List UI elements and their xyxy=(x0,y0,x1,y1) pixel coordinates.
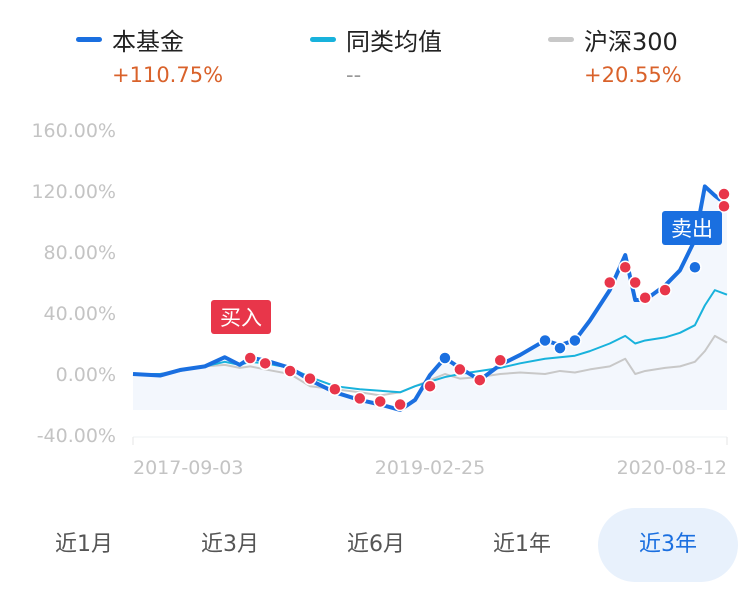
buy-marker xyxy=(658,283,672,297)
buy-marker xyxy=(423,379,437,393)
sell-marker xyxy=(438,351,452,365)
legend-swatch xyxy=(310,37,336,42)
annotation-label-box xyxy=(662,211,722,245)
buy-marker xyxy=(258,356,272,371)
annotation-label: 买入 xyxy=(220,306,262,330)
series-line-csi300 xyxy=(133,334,728,397)
legend-label: 沪深300 xyxy=(584,28,678,56)
legend-label: 本基金 xyxy=(112,28,184,56)
buy-marker xyxy=(717,199,731,213)
sell-marker xyxy=(538,333,552,348)
sell-marker xyxy=(688,260,702,274)
buy-marker xyxy=(243,351,258,365)
tab-1-month[interactable]: 近1月 xyxy=(55,532,113,557)
buy-marker xyxy=(618,260,632,274)
legend-csi300[interactable]: 沪深300 +20.55% xyxy=(548,22,682,87)
tab-6-months[interactable]: 近6月 xyxy=(347,532,405,557)
y-tick-label: 0.00% xyxy=(56,364,116,386)
y-tick-label: -40.00% xyxy=(37,425,116,447)
annotation-label: 卖出 xyxy=(671,217,713,241)
legend-swatch xyxy=(76,37,102,42)
buy-marker xyxy=(628,275,642,290)
sell-marker xyxy=(553,341,567,355)
buy-marker xyxy=(353,391,367,406)
buy-marker xyxy=(303,371,317,386)
y-tick-label: 80.00% xyxy=(44,242,116,264)
tab-3-months[interactable]: 近3月 xyxy=(201,532,259,557)
tab-3-years[interactable]: 近3年 xyxy=(598,508,738,582)
x-tick-label: 2020-08-12 xyxy=(617,457,727,479)
buy-marker xyxy=(453,362,467,377)
legend-fund[interactable]: 本基金 +110.75% xyxy=(76,22,223,87)
buy-marker xyxy=(638,291,652,305)
buy-marker xyxy=(328,382,342,396)
legend-label: 同类均值 xyxy=(346,28,442,56)
period-tabs: 近1月 近3月 近6月 近1年 近3年 xyxy=(0,508,753,582)
tab-1-year[interactable]: 近1年 xyxy=(493,532,551,557)
x-tick-label: 2017-09-03 xyxy=(133,457,243,479)
legend-value: +20.55% xyxy=(584,63,682,87)
annotation-label-box xyxy=(211,300,271,334)
buy-marker xyxy=(393,397,407,412)
y-tick-label: 40.00% xyxy=(44,303,116,325)
y-tick-label: 120.00% xyxy=(31,181,116,203)
buy-marker xyxy=(717,187,731,201)
legend-value: +110.75% xyxy=(112,63,224,87)
legend-peer-average[interactable]: 同类均值 -- xyxy=(310,22,442,87)
legend-swatch xyxy=(548,37,574,42)
buy-marker xyxy=(493,353,507,368)
legend-value: -- xyxy=(346,63,362,87)
buy-marker xyxy=(373,394,387,409)
buy-marker xyxy=(283,364,297,378)
y-tick-label: 160.00% xyxy=(31,120,116,142)
buy-marker xyxy=(473,373,487,387)
buy-marker xyxy=(602,275,617,290)
line-chart[interactable]: 160.00% 120.00% 80.00% 40.00% 0.00% -40.00% 20… xyxy=(0,0,753,500)
x-tick-label: 2019-02-25 xyxy=(375,457,485,479)
sell-marker xyxy=(568,333,582,348)
